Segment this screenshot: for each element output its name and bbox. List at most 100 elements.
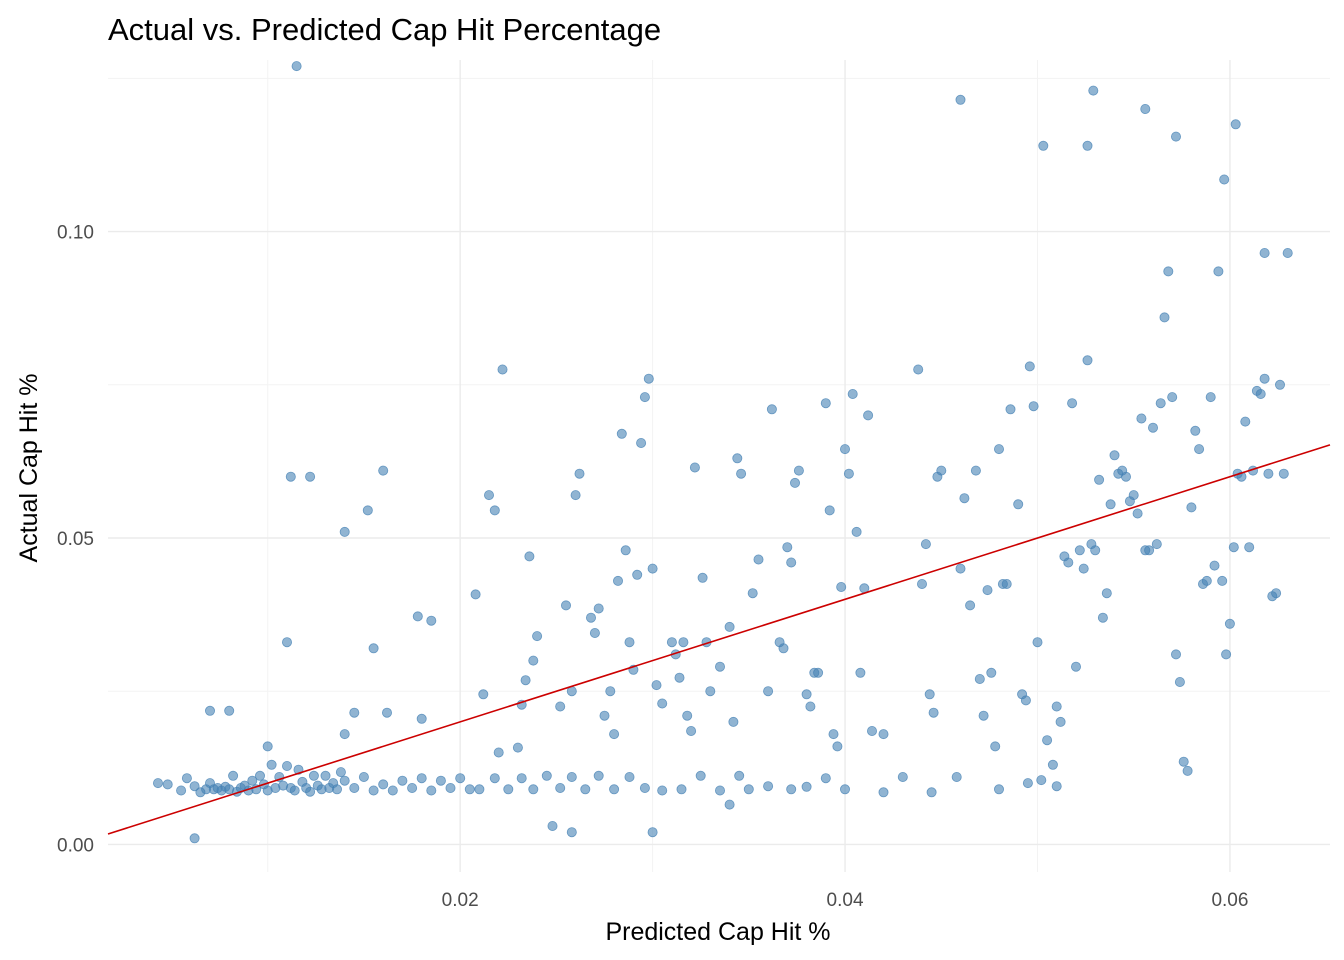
data-point (162, 779, 173, 790)
data-point (986, 667, 997, 678)
data-point (728, 716, 739, 727)
data-point (445, 783, 456, 794)
data-point (1163, 266, 1174, 277)
data-point (1094, 474, 1105, 485)
data-point (224, 705, 235, 716)
data-point (990, 741, 1001, 752)
data-point (378, 779, 389, 790)
data-point (1038, 140, 1049, 151)
data-point (528, 655, 539, 666)
data-point (1063, 557, 1074, 568)
data-point (813, 667, 824, 678)
data-point (955, 94, 966, 105)
data-point (555, 783, 566, 794)
data-point (928, 707, 939, 718)
data-point (951, 772, 962, 783)
data-point (1047, 759, 1058, 770)
data-point (555, 701, 566, 712)
data-point (732, 453, 743, 464)
data-point (1167, 392, 1178, 403)
data-point (970, 465, 981, 476)
data-point (1020, 695, 1031, 706)
data-point (281, 761, 292, 772)
data-point (1275, 379, 1286, 390)
data-point (1001, 579, 1012, 590)
data-point (959, 493, 970, 504)
x-tick-label: 0.04 (827, 890, 864, 911)
data-point (1082, 140, 1093, 151)
data-point (920, 539, 931, 550)
data-point (763, 781, 774, 792)
data-point (368, 785, 379, 796)
data-point (1055, 716, 1066, 727)
data-point (566, 827, 577, 838)
data-point (1209, 560, 1220, 571)
data-point (503, 784, 514, 795)
data-point (965, 600, 976, 611)
data-point (426, 615, 437, 626)
data-point (913, 364, 924, 375)
data-point (1259, 247, 1270, 258)
data-point (1205, 392, 1216, 403)
data-point (1219, 174, 1230, 185)
data-point (378, 465, 389, 476)
data-point (1128, 490, 1139, 501)
data-point (1213, 266, 1224, 277)
data-point (289, 785, 300, 796)
data-point (847, 388, 858, 399)
data-point (643, 373, 654, 384)
data-point (387, 785, 398, 796)
data-point (682, 710, 693, 721)
data-point (978, 710, 989, 721)
data-point (867, 726, 878, 737)
data-point (285, 471, 296, 482)
data-point (497, 364, 508, 375)
data-point (1271, 588, 1282, 599)
data-point (851, 526, 862, 537)
data-point (455, 773, 466, 784)
data-point (339, 775, 350, 786)
data-point (820, 398, 831, 409)
data-point (593, 770, 604, 781)
data-point (1186, 502, 1197, 513)
data-point (1028, 401, 1039, 412)
data-point (176, 785, 187, 796)
data-point (647, 563, 658, 574)
data-point (1217, 575, 1228, 586)
data-point (666, 637, 677, 648)
data-point (1036, 775, 1047, 786)
data-point (855, 667, 866, 678)
data-point (339, 526, 350, 537)
data-point (599, 710, 610, 721)
data-point (1032, 637, 1043, 648)
data-point (416, 713, 427, 724)
data-point (1282, 247, 1293, 258)
x-tick-labels: 0.02 0.04 0.06 (442, 890, 1249, 911)
data-point (580, 784, 591, 795)
data-point (561, 600, 572, 611)
data-point (1182, 765, 1193, 776)
data-point (204, 705, 215, 716)
data-point (736, 468, 747, 479)
data-point (657, 698, 668, 709)
data-point (464, 784, 475, 795)
data-point (686, 726, 697, 737)
data-point (1088, 85, 1099, 96)
data-point (1042, 735, 1053, 746)
data-point (689, 462, 700, 473)
data-point (982, 585, 993, 596)
data-point (362, 505, 373, 516)
data-point (281, 637, 292, 648)
data-point (676, 784, 687, 795)
data-point (1090, 545, 1101, 556)
data-point (651, 680, 662, 691)
data-point (766, 404, 777, 415)
data-point (478, 689, 489, 700)
fit-line (107, 444, 1331, 835)
data-point (636, 437, 647, 448)
data-point (470, 589, 481, 600)
data-point (1171, 131, 1182, 142)
data-point (1159, 312, 1170, 323)
data-point (152, 778, 163, 789)
data-point (335, 767, 346, 778)
